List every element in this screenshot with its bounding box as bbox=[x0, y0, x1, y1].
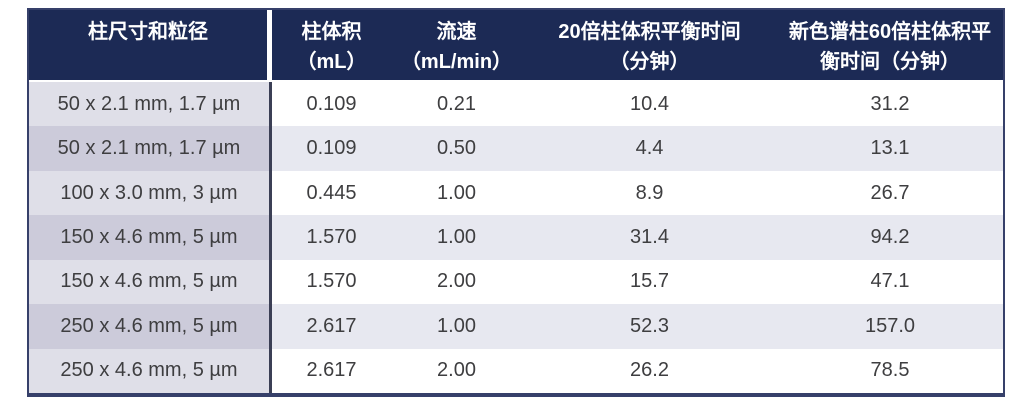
data-cell: 8.9 bbox=[522, 170, 777, 216]
header-label: 柱尺寸和粒径 bbox=[88, 21, 208, 43]
data-cell: 1.570 bbox=[272, 215, 391, 260]
data-cell: 47.1 bbox=[777, 259, 1003, 305]
header-cell-flow-rate: 流速 （mL/min） bbox=[391, 10, 522, 80]
data-cell: 0.21 bbox=[391, 82, 522, 127]
data-cell: 26.7 bbox=[777, 170, 1003, 216]
header-label: 20倍柱体积平衡时间 bbox=[558, 21, 741, 43]
row-header-cell: 100 x 3.0 mm, 3 µm bbox=[29, 170, 272, 216]
data-cell: 2.617 bbox=[272, 348, 391, 393]
table-header-row: 柱尺寸和粒径 柱体积 （mL） 流速 （mL/min） 20倍柱体积平衡时间 （… bbox=[29, 10, 1003, 82]
data-cell: 31.2 bbox=[777, 82, 1003, 127]
data-cell: 10.4 bbox=[522, 82, 777, 127]
table-row: 100 x 3.0 mm, 3 µm 0.445 1.00 8.9 26.7 bbox=[29, 170, 1003, 216]
row-header-cell: 150 x 4.6 mm, 5 µm bbox=[29, 215, 272, 260]
header-label-line2: （mL） bbox=[296, 51, 367, 73]
data-cell: 157.0 bbox=[777, 304, 1003, 349]
table-row: 250 x 4.6 mm, 5 µm 2.617 1.00 52.3 157.0 bbox=[29, 304, 1003, 349]
row-header-cell: 50 x 2.1 mm, 1.7 µm bbox=[29, 82, 272, 127]
data-cell: 4.4 bbox=[522, 126, 777, 171]
row-header-cell: 150 x 4.6 mm, 5 µm bbox=[29, 259, 272, 305]
header-cell-column-volume: 柱体积 （mL） bbox=[272, 10, 391, 80]
data-cell: 15.7 bbox=[522, 259, 777, 305]
equilibration-table: 柱尺寸和粒径 柱体积 （mL） 流速 （mL/min） 20倍柱体积平衡时间 （… bbox=[27, 8, 1005, 397]
row-header-cell: 50 x 2.1 mm, 1.7 µm bbox=[29, 126, 272, 171]
header-label: 新色谱柱60倍柱体积平 bbox=[788, 21, 992, 43]
data-cell: 1.570 bbox=[272, 259, 391, 305]
table-row: 250 x 4.6 mm, 5 µm 2.617 2.00 26.2 78.5 bbox=[29, 348, 1003, 393]
header-label-line2: 衡时间（分钟） bbox=[820, 51, 960, 73]
table-row: 150 x 4.6 mm, 5 µm 1.570 1.00 31.4 94.2 bbox=[29, 215, 1003, 260]
data-cell: 2.00 bbox=[391, 348, 522, 393]
header-label: 流速 bbox=[436, 21, 477, 43]
header-cell-20x-equilibration-time: 20倍柱体积平衡时间 （分钟） bbox=[522, 10, 777, 80]
data-cell: 2.617 bbox=[272, 304, 391, 349]
table-row: 50 x 2.1 mm, 1.7 µm 0.109 0.21 10.4 31.2 bbox=[29, 82, 1003, 127]
data-cell: 94.2 bbox=[777, 215, 1003, 260]
header-cell-column-size: 柱尺寸和粒径 bbox=[29, 10, 272, 80]
data-cell: 52.3 bbox=[522, 304, 777, 349]
table-row: 50 x 2.1 mm, 1.7 µm 0.109 0.50 4.4 13.1 bbox=[29, 126, 1003, 171]
data-cell: 1.00 bbox=[391, 304, 522, 349]
row-header-cell: 250 x 4.6 mm, 5 µm bbox=[29, 348, 272, 393]
data-cell: 13.1 bbox=[777, 126, 1003, 171]
row-header-cell: 250 x 4.6 mm, 5 µm bbox=[29, 304, 272, 349]
header-cell-60x-equilibration-time: 新色谱柱60倍柱体积平 衡时间（分钟） bbox=[777, 10, 1003, 80]
data-cell: 78.5 bbox=[777, 348, 1003, 393]
table-body: 50 x 2.1 mm, 1.7 µm 0.109 0.21 10.4 31.2 50 x… bbox=[29, 82, 1003, 393]
data-cell: 1.00 bbox=[391, 170, 522, 216]
data-cell: 0.109 bbox=[272, 126, 391, 171]
data-cell: 0.445 bbox=[272, 170, 391, 216]
data-cell: 2.00 bbox=[391, 259, 522, 305]
data-cell: 26.2 bbox=[522, 348, 777, 393]
data-cell: 31.4 bbox=[522, 215, 777, 260]
data-cell: 1.00 bbox=[391, 215, 522, 260]
data-cell: 0.109 bbox=[272, 82, 391, 127]
data-cell: 0.50 bbox=[391, 126, 522, 171]
table-row: 150 x 4.6 mm, 5 µm 1.570 2.00 15.7 47.1 bbox=[29, 259, 1003, 305]
header-label-line2: （分钟） bbox=[609, 51, 690, 73]
header-label-line2: （mL/min） bbox=[400, 51, 513, 73]
header-label: 柱体积 bbox=[301, 21, 362, 43]
